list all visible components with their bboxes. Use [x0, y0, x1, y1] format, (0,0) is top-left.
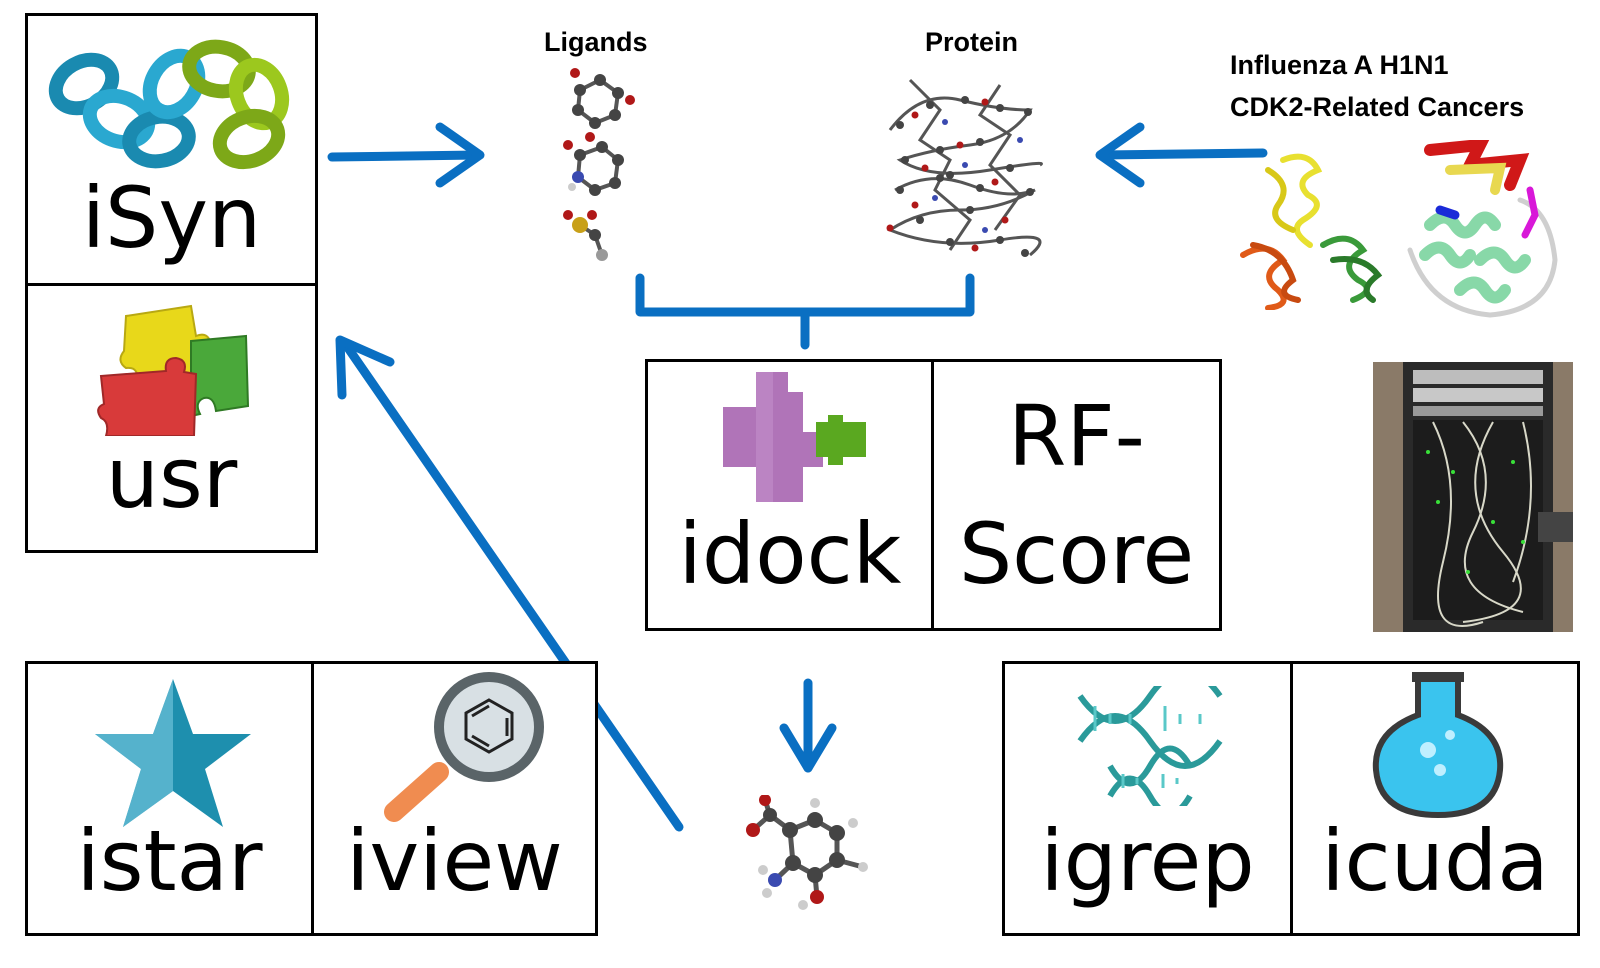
magnifier-benzene-icon: [384, 672, 544, 822]
star-icon: [95, 679, 251, 827]
usr-panel[interactable]: usr: [25, 283, 318, 553]
icuda-panel[interactable]: icuda: [1290, 661, 1580, 936]
idock-label: idock: [678, 505, 902, 603]
idock-panel[interactable]: idock: [645, 359, 935, 631]
usr-label: usr: [105, 429, 238, 527]
arrow-isyn-to-ligands: [327, 150, 483, 162]
ligand-molecules-icon: [563, 68, 635, 261]
bracket-combine: [635, 273, 975, 350]
icuda-label: icuda: [1321, 812, 1549, 910]
iview-panel[interactable]: iview: [311, 661, 598, 936]
arrow-result-to-usr-head: [335, 335, 395, 400]
disease-label-2: CDK2-Related Cancers: [1230, 92, 1525, 122]
igrep-panel[interactable]: igrep: [1002, 661, 1293, 936]
dna-icon: [1077, 686, 1223, 806]
isyn-panel[interactable]: iSyn: [25, 13, 318, 293]
iview-label: iview: [346, 812, 563, 910]
cdk2-protein-icon: [1407, 140, 1558, 318]
chain-icon: [48, 39, 290, 170]
arrow-disease-to-protein-head: [1095, 122, 1145, 188]
molecule-icon: [746, 795, 868, 910]
flask-icon: [1372, 672, 1504, 819]
rfscore-label-line1: RF-: [1008, 387, 1145, 485]
arrow-disease-to-protein: [1097, 148, 1268, 160]
puzzle-pieces-icon: [97, 304, 250, 436]
istar-label: istar: [76, 812, 263, 910]
arrow-isyn-to-ligands-head: [435, 122, 485, 188]
arrow-dock-to-result-head: [779, 723, 837, 773]
igrep-label: igrep: [1040, 812, 1255, 910]
puzzle-icon: [723, 372, 866, 502]
rfscore-label-line2: Score: [958, 505, 1195, 603]
isyn-label: iSyn: [81, 169, 262, 267]
protein-structure-icon: [886, 78, 1043, 257]
rfscore-panel[interactable]: RF- Score: [931, 359, 1222, 631]
ligands-label: Ligands: [544, 27, 648, 57]
arrow-result-to-usr: [341, 340, 684, 832]
istar-panel[interactable]: istar: [25, 661, 314, 936]
server-rack-photo: [1373, 362, 1573, 632]
protein-label: Protein: [925, 27, 1019, 57]
disease-label-1: Influenza A H1N1: [1230, 50, 1449, 80]
influenza-protein-icon: [1240, 153, 1383, 310]
